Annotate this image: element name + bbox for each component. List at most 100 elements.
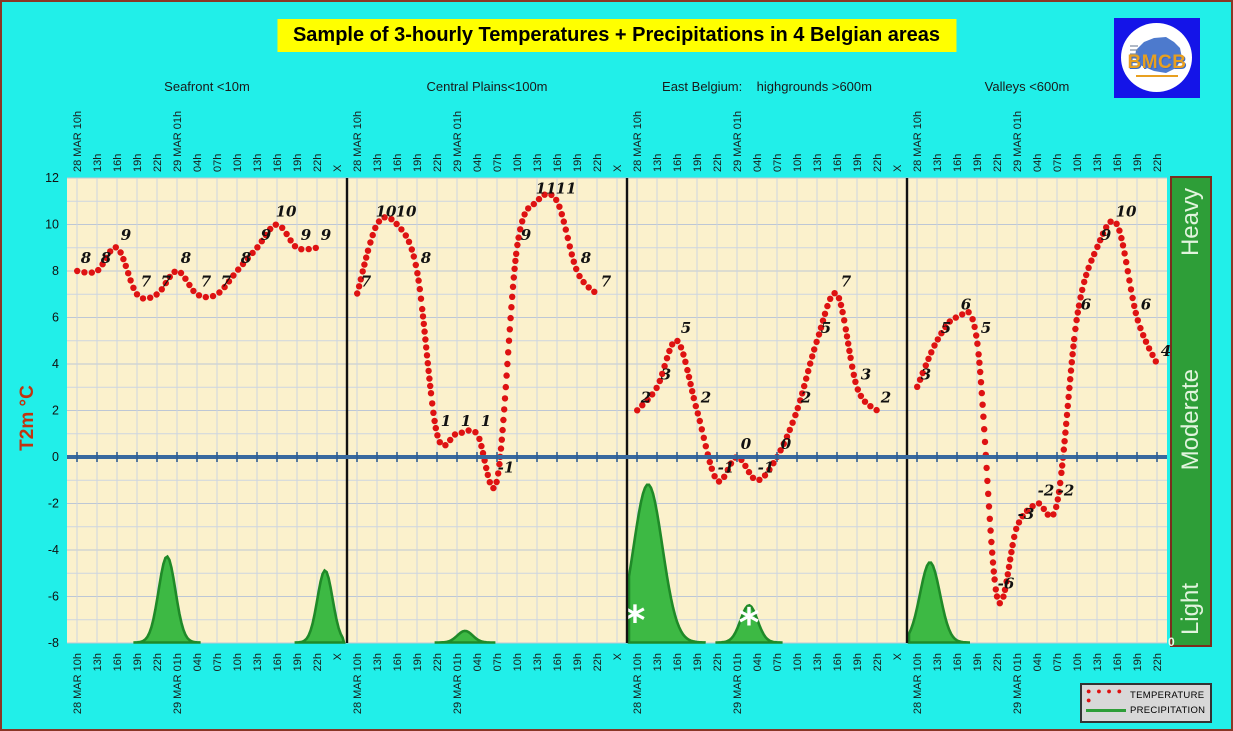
svg-text:07h: 07h (492, 154, 504, 172)
svg-text:28 MAR 10h: 28 MAR 10h (632, 111, 644, 172)
svg-text:-1: -1 (498, 458, 515, 476)
y-tick-labels: -8 -6 -4 -2 0 2 4 6 8 10 12 (45, 171, 59, 650)
svg-text:22h: 22h (992, 653, 1004, 671)
svg-text:22h: 22h (432, 653, 444, 671)
svg-text:7: 7 (161, 272, 172, 290)
svg-text:9: 9 (301, 226, 312, 244)
svg-text:13h: 13h (652, 154, 664, 172)
svg-text:6: 6 (52, 311, 59, 325)
svg-text:10h: 10h (792, 653, 804, 671)
svg-text:16h: 16h (832, 154, 844, 172)
svg-text:07h: 07h (1052, 154, 1064, 172)
svg-text:5: 5 (821, 319, 831, 337)
svg-text:28 MAR 10h: 28 MAR 10h (912, 111, 924, 172)
svg-text:X: X (892, 652, 904, 660)
svg-text:04h: 04h (192, 653, 204, 671)
svg-text:13h: 13h (532, 154, 544, 172)
zero-line (67, 452, 1167, 462)
svg-text:16h: 16h (112, 653, 124, 671)
svg-text:10h: 10h (512, 653, 524, 671)
svg-text:16h: 16h (552, 154, 564, 172)
svg-text:-1: -1 (758, 458, 775, 476)
svg-text:7: 7 (361, 272, 372, 290)
svg-text:13h: 13h (92, 154, 104, 172)
svg-text:-6: -6 (48, 590, 59, 604)
svg-text:13h: 13h (812, 154, 824, 172)
svg-text:29 MAR 01h: 29 MAR 01h (732, 653, 744, 714)
svg-text:-4: -4 (48, 543, 59, 557)
svg-text:28 MAR 10h: 28 MAR 10h (352, 653, 364, 714)
svg-text:28 MAR 10h: 28 MAR 10h (72, 653, 84, 714)
svg-text:13h: 13h (252, 653, 264, 671)
svg-text:10: 10 (1116, 203, 1137, 221)
svg-text:04h: 04h (1032, 154, 1044, 172)
precipitation-area (715, 603, 783, 644)
svg-text:13h: 13h (1092, 154, 1104, 172)
svg-text:28 MAR 10h: 28 MAR 10h (632, 653, 644, 714)
svg-text:6: 6 (1141, 296, 1152, 314)
svg-text:8: 8 (101, 249, 112, 267)
svg-text:16h: 16h (672, 154, 684, 172)
svg-text:04h: 04h (752, 154, 764, 172)
snow-asterisk: * (739, 600, 760, 646)
svg-text:28 MAR 10h: 28 MAR 10h (72, 111, 84, 172)
legend-temperature-label: TEMPERATURE (1130, 690, 1205, 701)
svg-text:22h: 22h (712, 653, 724, 671)
svg-text:16h: 16h (672, 653, 684, 671)
svg-text:1: 1 (441, 412, 451, 430)
svg-text:13h: 13h (652, 653, 664, 671)
svg-text:10h: 10h (232, 154, 244, 172)
svg-text:11: 11 (556, 179, 577, 197)
svg-text:X: X (332, 164, 344, 172)
svg-text:10h: 10h (1072, 653, 1084, 671)
svg-text:7: 7 (141, 272, 152, 290)
svg-text:10: 10 (276, 203, 297, 221)
svg-text:04h: 04h (472, 653, 484, 671)
svg-text:0: 0 (52, 450, 59, 464)
svg-text:04h: 04h (1032, 653, 1044, 671)
svg-text:9: 9 (261, 226, 272, 244)
svg-text:19h: 19h (132, 154, 144, 172)
svg-text:16h: 16h (1112, 653, 1124, 671)
svg-text:9: 9 (321, 226, 332, 244)
svg-text:10h: 10h (1072, 154, 1084, 172)
svg-text:13h: 13h (92, 653, 104, 671)
svg-text:7: 7 (601, 272, 612, 290)
svg-text:22h: 22h (872, 653, 884, 671)
svg-text:29 MAR 01h: 29 MAR 01h (452, 111, 464, 172)
svg-text:19h: 19h (1132, 154, 1144, 172)
svg-text:0: 0 (781, 435, 792, 453)
legend-precipitation-label: PRECIPITATION (1130, 705, 1206, 716)
logo-subline (1136, 75, 1178, 77)
svg-text:07h: 07h (492, 653, 504, 671)
panel-header-seafront: Seafront <10m (164, 79, 250, 94)
svg-text:16h: 16h (112, 154, 124, 172)
legend-precipitation-row: PRECIPITATION (1086, 703, 1206, 718)
svg-text:7: 7 (201, 272, 212, 290)
precip-scale-heavy: Heavy (1177, 188, 1204, 257)
precipitation-area (434, 629, 496, 644)
svg-text:2: 2 (700, 389, 711, 407)
svg-text:16h: 16h (392, 154, 404, 172)
svg-text:-8: -8 (48, 636, 59, 650)
svg-text:19h: 19h (1132, 653, 1144, 671)
svg-text:8: 8 (81, 249, 92, 267)
svg-text:X: X (332, 652, 344, 660)
svg-text:5: 5 (941, 319, 951, 337)
svg-text:16h: 16h (272, 653, 284, 671)
svg-text:1: 1 (481, 412, 491, 430)
svg-text:7: 7 (221, 272, 232, 290)
svg-text:29 MAR 01h: 29 MAR 01h (1012, 653, 1024, 714)
svg-text:07h: 07h (1052, 653, 1064, 671)
svg-text:13h: 13h (812, 653, 824, 671)
svg-text:04h: 04h (752, 653, 764, 671)
svg-text:13h: 13h (252, 154, 264, 172)
svg-text:X: X (892, 164, 904, 172)
svg-text:-2: -2 (1058, 482, 1075, 500)
panel-header-valleys: Valleys <600m (984, 79, 1070, 94)
svg-text:22h: 22h (152, 653, 164, 671)
precipitation-area (133, 554, 201, 644)
